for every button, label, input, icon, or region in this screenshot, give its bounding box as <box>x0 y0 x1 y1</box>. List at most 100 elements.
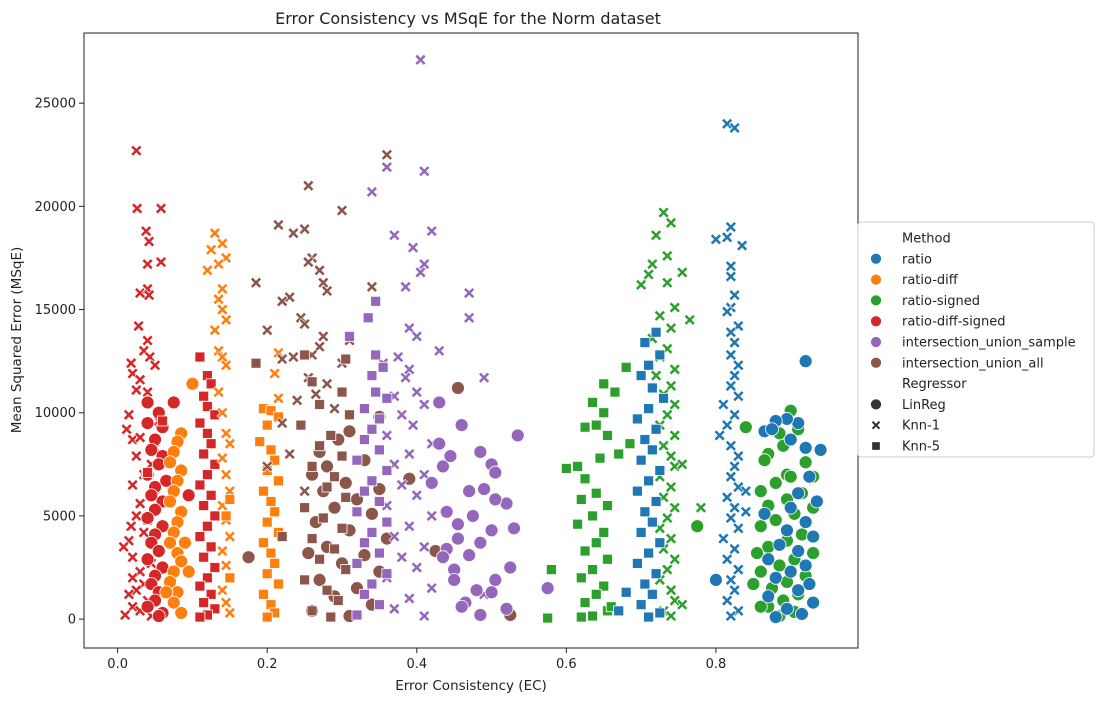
data-point <box>668 363 681 376</box>
data-point <box>665 584 677 597</box>
series-ratio-linreg <box>709 354 828 624</box>
data-point <box>149 359 161 372</box>
data-point <box>380 148 393 161</box>
data-point <box>299 349 311 361</box>
data-point <box>351 609 363 621</box>
data-point <box>209 510 221 522</box>
data-point <box>772 558 787 573</box>
data-point <box>635 370 647 381</box>
legend-marker <box>870 294 882 307</box>
data-point <box>590 487 602 499</box>
data-point <box>194 611 206 623</box>
data-point <box>668 429 681 442</box>
data-point <box>126 571 139 584</box>
data-point <box>359 537 370 549</box>
data-point <box>451 381 465 395</box>
data-point <box>661 249 674 262</box>
data-point <box>469 583 484 598</box>
data-point <box>287 227 300 240</box>
data-point <box>650 229 663 242</box>
data-point <box>151 457 166 472</box>
data-point <box>443 449 458 463</box>
data-point <box>261 460 274 473</box>
data-point <box>359 485 370 497</box>
y-tick-label: 0 <box>68 613 76 628</box>
data-point <box>143 351 156 363</box>
data-point <box>181 488 196 503</box>
data-point <box>643 475 655 487</box>
data-point <box>783 432 798 447</box>
data-point <box>392 351 405 363</box>
data-point <box>602 430 613 441</box>
data-point <box>130 584 143 597</box>
data-point <box>125 357 138 370</box>
data-point <box>373 413 385 425</box>
data-point <box>724 326 737 339</box>
data-point <box>122 408 135 421</box>
data-point <box>208 324 221 337</box>
data-point <box>261 419 273 431</box>
data-point <box>377 361 389 373</box>
data-point <box>572 460 583 472</box>
data-point <box>212 258 225 271</box>
data-point <box>332 595 344 606</box>
data-point <box>668 398 681 411</box>
data-point <box>317 330 330 343</box>
data-point <box>768 570 783 585</box>
data-point <box>587 510 598 522</box>
data-point <box>488 572 503 587</box>
data-point <box>216 584 229 597</box>
data-point <box>309 388 322 401</box>
data-point <box>395 551 408 564</box>
data-point <box>403 520 416 533</box>
data-point <box>683 313 696 326</box>
data-point <box>732 522 745 535</box>
data-point <box>336 450 348 462</box>
data-point <box>359 588 370 600</box>
data-point <box>298 223 311 235</box>
data-point <box>462 484 477 499</box>
data-point <box>765 422 779 437</box>
data-point <box>140 395 155 410</box>
series-intersection_union_sample-knn-1 <box>365 53 491 622</box>
data-point <box>143 289 155 302</box>
data-point <box>223 530 236 543</box>
legend-label: Knn-1 <box>902 419 940 434</box>
data-point <box>299 502 311 514</box>
data-point <box>269 506 281 518</box>
y-tick-label: 15000 <box>35 303 76 318</box>
legend-marker <box>871 441 881 451</box>
data-point <box>388 229 401 242</box>
data-point <box>728 501 741 514</box>
data-point <box>159 585 174 600</box>
data-point <box>403 363 416 376</box>
data-point <box>212 386 225 399</box>
x-axis: 0.0 0.2 0.4 0.6 0.8 <box>107 648 726 672</box>
data-point <box>306 533 318 545</box>
data-point <box>208 227 221 240</box>
data-point <box>340 491 352 503</box>
data-point <box>250 357 262 369</box>
data-point <box>201 401 213 412</box>
data-point <box>620 361 632 373</box>
legend-label: LinReg <box>902 398 946 413</box>
data-point <box>590 588 602 600</box>
data-point <box>261 516 273 528</box>
data-point <box>410 489 423 502</box>
data-point <box>728 289 741 302</box>
data-point <box>370 349 382 361</box>
data-point <box>473 535 488 550</box>
data-point <box>575 611 587 623</box>
data-point <box>724 221 737 233</box>
data-point <box>359 403 370 415</box>
data-point <box>212 293 225 306</box>
data-point <box>185 376 200 391</box>
data-point <box>144 488 159 503</box>
data-point <box>163 494 177 509</box>
data-point <box>166 395 181 410</box>
data-point <box>359 434 370 445</box>
data-point <box>646 516 658 528</box>
data-point <box>772 537 787 552</box>
data-point <box>609 386 621 398</box>
data-point <box>631 485 643 497</box>
